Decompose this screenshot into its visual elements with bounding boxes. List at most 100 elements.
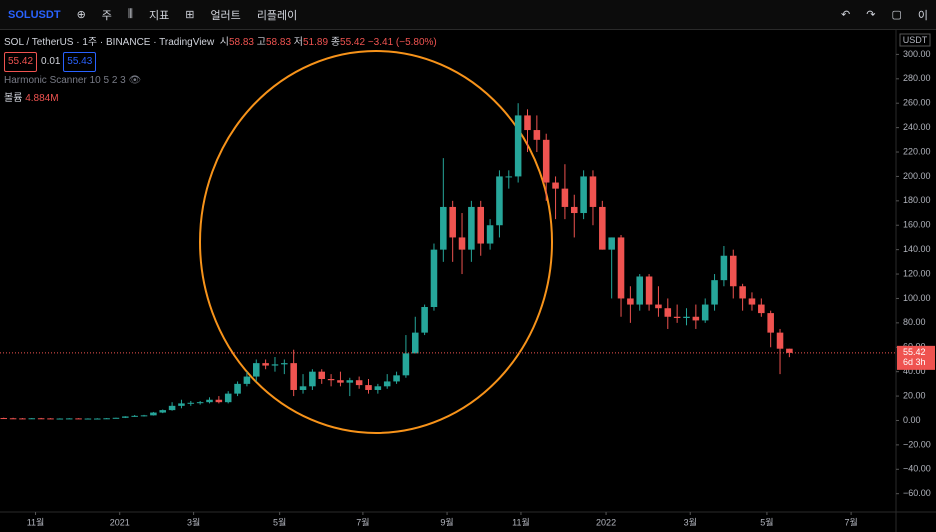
redo[interactable]: ↷ [866, 9, 876, 21]
candle-body [84, 418, 92, 420]
o-label: 시 [219, 37, 229, 48]
candle-body [365, 385, 372, 390]
candle-body [421, 306, 428, 333]
o-value: 58.83 [228, 37, 254, 48]
candle-body [187, 402, 195, 404]
candle-body [299, 386, 307, 390]
candle-body [234, 383, 241, 394]
y-tick-label: 180.00 [903, 195, 931, 205]
candle-body [290, 363, 297, 390]
add[interactable]: ⊕ [76, 9, 86, 21]
price-label: 55.42 [903, 347, 926, 357]
candle-body [608, 237, 615, 250]
y-tick-label: 80.00 [903, 317, 926, 327]
y-tick-label: 40.00 [903, 366, 926, 376]
y-tick-label: −60.00 [903, 488, 931, 498]
legend-title: SOL / TetherUS · 1주 · BINANCE · TradingV… [4, 37, 215, 48]
candle-body [570, 206, 578, 214]
ask-price[interactable]: 55.43 [63, 52, 97, 72]
candle-body [711, 280, 718, 305]
candle-body [65, 418, 73, 420]
annotation-circle [199, 50, 553, 434]
c-label: 종 [330, 37, 341, 48]
chart-type[interactable]: ⫼ [127, 8, 133, 20]
x-tick-label: 9월 [440, 516, 453, 527]
candle-body [374, 386, 382, 390]
y-tick-label: 300.00 [903, 49, 931, 59]
candle-body [468, 206, 475, 250]
candle-body [206, 399, 213, 403]
y-tick-label: 280.00 [903, 73, 931, 83]
candle-body [524, 115, 531, 131]
candle-body [542, 139, 550, 183]
interval[interactable]: 주 [101, 9, 112, 22]
y-tick-label: 240.00 [903, 122, 931, 132]
candle-body [75, 418, 82, 420]
candle-body [411, 332, 419, 354]
x-tick-label: 5월 [273, 516, 286, 527]
bid-price[interactable]: 55.42 [4, 52, 38, 72]
candle-body [252, 363, 260, 377]
candle-body [0, 418, 8, 420]
x-tick-label: 3월 [187, 516, 200, 527]
candle-body [701, 304, 709, 321]
candle-body [505, 176, 513, 178]
candle-body [318, 371, 326, 379]
x-tick-label: 2021 [110, 517, 130, 527]
x-tick-label: 11월 [27, 516, 45, 527]
candle-body [112, 417, 120, 419]
x-tick-label: 5월 [760, 516, 773, 527]
more[interactable]: 이 [917, 9, 928, 22]
candle-body [393, 375, 400, 382]
x-tick-label: 2022 [596, 517, 616, 527]
currency: USDT [903, 35, 928, 45]
candle-body [281, 363, 288, 365]
candle-body [683, 316, 690, 318]
candle-body [93, 418, 101, 420]
y-tick-label: 160.00 [903, 220, 931, 230]
l-value: 51.89 [303, 37, 329, 48]
y-tick-label: 100.00 [903, 293, 931, 303]
change: −3.41 (−5.80%) [367, 37, 437, 48]
candle-body [664, 308, 672, 317]
candle-body [758, 304, 765, 314]
countdown: 6d 3h [903, 357, 926, 367]
candle-body [486, 225, 494, 244]
candle-body [19, 418, 26, 420]
candle-body [178, 403, 185, 406]
candle-body [692, 316, 700, 321]
replay[interactable]: 리플레이 [256, 9, 298, 22]
undo[interactable]: ↶ [841, 9, 851, 21]
candle-body [402, 353, 410, 376]
spread: 0.01 [41, 56, 61, 67]
candle-body [215, 399, 223, 403]
candle-body [150, 412, 157, 416]
candle-body [28, 418, 36, 420]
indicators[interactable]: 지표 [148, 9, 170, 22]
y-tick-label: 140.00 [903, 244, 931, 254]
candle-body [9, 418, 17, 420]
layouts[interactable]: ⊞ [185, 9, 195, 21]
candle-body [720, 255, 728, 281]
candle-body [243, 376, 251, 384]
candle-body [617, 237, 625, 299]
alerts[interactable]: 얼러트 [210, 9, 241, 22]
candle-body [673, 316, 681, 318]
price-tag [897, 345, 935, 370]
candle-body [599, 206, 606, 250]
candle-body [636, 276, 644, 305]
candle-body [346, 380, 354, 383]
candle-body [271, 364, 279, 366]
volume-label: 볼륨 [4, 93, 23, 104]
candle-body [477, 206, 485, 244]
candle-body [655, 304, 662, 309]
legend: SOL / TetherUS · 1주 · BINANCE · TradingV… [4, 37, 437, 104]
y-tick-label: 20.00 [903, 390, 926, 400]
currency-box[interactable] [899, 33, 931, 47]
candle-body [533, 130, 541, 140]
fullscreen[interactable]: ▢ [891, 9, 902, 21]
symbol[interactable]: SOLUSDT [8, 8, 61, 21]
indicator: Harmonic Scanner 10 5 2 3 [4, 75, 126, 86]
